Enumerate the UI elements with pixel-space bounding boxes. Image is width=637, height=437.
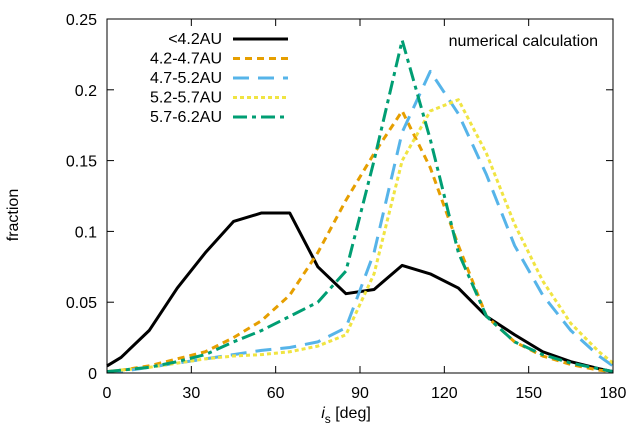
x-tick-label: 180 [600, 385, 627, 402]
y-axis-ticks: 0 0.05 0.1 0.15 0.2 0.25 [66, 12, 613, 383]
series-line-1 [106, 109, 614, 374]
y-tick-label: 0.15 [66, 154, 97, 171]
y-tick-label: 0.2 [75, 83, 97, 100]
y-tick-label: 0.05 [66, 295, 97, 312]
legend-label: <4.2AU [168, 31, 222, 48]
x-tick-label: 120 [431, 385, 458, 402]
chart-annotation: numerical calculation [449, 33, 598, 50]
series-line-3 [106, 98, 614, 374]
x-axis-label: is [deg] [321, 405, 371, 426]
x-tick-label: 0 [103, 385, 112, 402]
legend: <4.2AU 4.2-4.7AU 4.7-5.2AU 5.2-5.7AU 5.7-6.2… [150, 31, 288, 126]
legend-label: 4.2-4.7AU [150, 51, 222, 68]
x-tick-label: 30 [182, 385, 200, 402]
x-tick-label: 90 [351, 385, 369, 402]
x-tick-label: 60 [267, 385, 285, 402]
x-tick-label: 150 [515, 385, 542, 402]
series-line-2 [107, 69, 614, 374]
plot-lines [106, 38, 614, 374]
legend-label: 5.7-6.2AU [150, 109, 222, 126]
y-axis-label: fraction [5, 189, 22, 241]
y-tick-label: 0.1 [75, 224, 97, 241]
x-axis-ticks: 0 30 60 90 120 150 180 [103, 19, 627, 402]
legend-label: 5.2-5.7AU [150, 90, 222, 107]
y-tick-label: 0.25 [66, 12, 97, 29]
series-line-4 [106, 38, 614, 374]
y-tick-label: 0 [88, 366, 97, 383]
legend-label: 4.7-5.2AU [150, 70, 222, 87]
